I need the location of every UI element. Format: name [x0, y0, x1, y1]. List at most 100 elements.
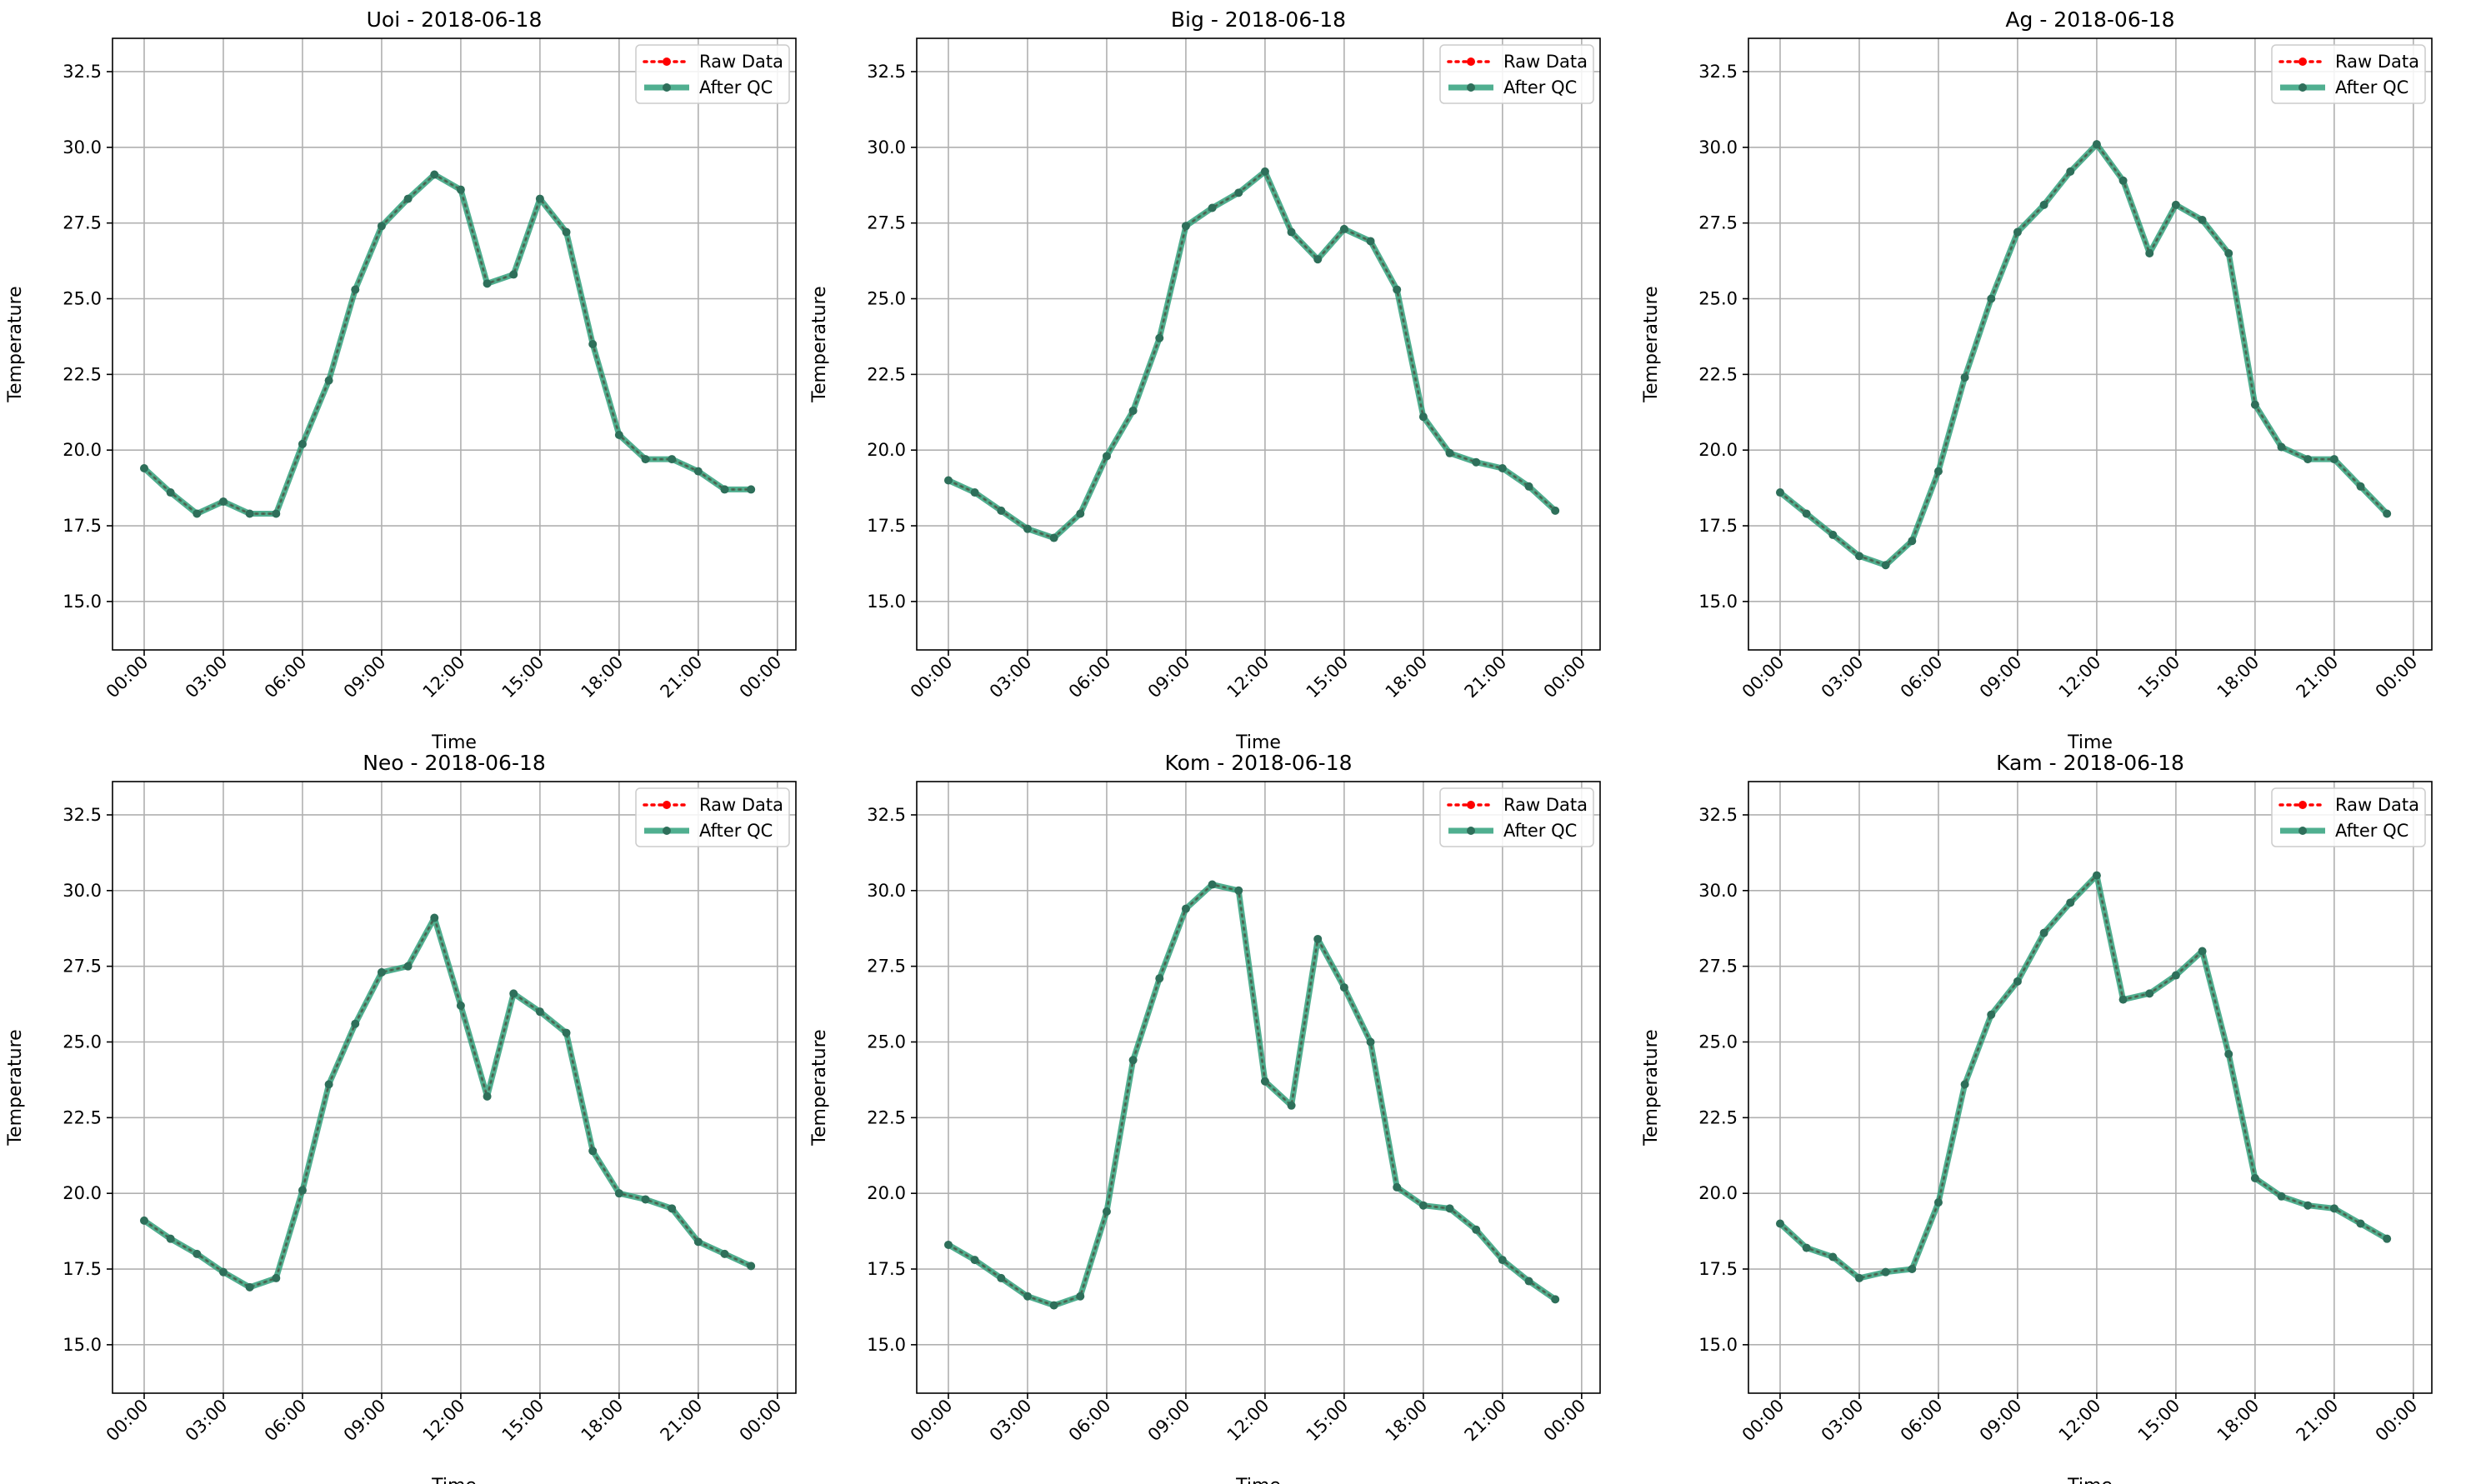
data-point-qc — [2329, 455, 2338, 464]
data-point-qc — [193, 1249, 202, 1258]
legend-marker-raw — [1467, 801, 1475, 809]
y-tick-label: 20.0 — [63, 1183, 102, 1203]
data-point-qc — [430, 913, 439, 922]
data-point-qc — [1102, 452, 1111, 461]
y-axis-label: Temperature — [5, 1029, 26, 1146]
y-tick-label: 17.5 — [1698, 516, 1738, 536]
y-tick-label: 32.5 — [867, 62, 906, 82]
y-tick-label: 27.5 — [867, 957, 906, 977]
x-tick-label: 12:00 — [1223, 1396, 1273, 1446]
x-tick-label: 00:00 — [1738, 652, 1788, 702]
y-tick-label: 25.0 — [63, 1032, 102, 1052]
data-point-qc — [2329, 1204, 2338, 1213]
data-point-qc — [1498, 1256, 1507, 1265]
y-tick-label: 22.5 — [1698, 1107, 1738, 1127]
data-point-qc — [1854, 552, 1863, 561]
data-point-qc — [2118, 995, 2128, 1004]
series-line-qc — [142, 172, 752, 517]
data-point-qc — [720, 1249, 729, 1258]
data-point-qc — [614, 431, 623, 440]
data-point-qc — [562, 1028, 571, 1037]
x-axis-label: Time — [1235, 732, 1281, 753]
data-point-qc — [2013, 227, 2022, 237]
data-point-qc — [970, 1256, 979, 1265]
x-tick-label: 03:00 — [1818, 1396, 1868, 1446]
x-tick-label: 06:00 — [1065, 1396, 1115, 1446]
series-line-raw — [1778, 142, 2388, 567]
data-point-qc — [1828, 1252, 1838, 1262]
x-tick-label: 21:00 — [2293, 652, 2343, 702]
y-tick-label: 15.0 — [867, 592, 906, 612]
legend-marker-raw — [2298, 801, 2307, 809]
y-tick-label: 22.5 — [867, 364, 906, 384]
data-point-qc — [2277, 1192, 2286, 1201]
data-point-qc — [1181, 222, 1190, 231]
data-point-qc — [2145, 248, 2154, 257]
y-tick-label: 30.0 — [1698, 881, 1738, 901]
data-point-qc — [377, 222, 386, 231]
data-point-qc — [1023, 524, 1032, 533]
data-point-qc — [693, 467, 703, 476]
x-tick-label: 06:00 — [261, 1396, 311, 1446]
y-axis-label: Temperature — [5, 286, 26, 402]
x-tick-label: 15:00 — [1303, 652, 1353, 702]
data-point-qc — [1551, 506, 1560, 515]
data-point-qc — [193, 509, 202, 518]
series-line-overlay — [1779, 873, 2388, 1280]
data-point-qc — [2066, 167, 2075, 176]
y-axis-label: Temperature — [809, 1029, 830, 1146]
x-tick-label: 15:00 — [2134, 652, 2184, 702]
data-point-qc — [1854, 1273, 1863, 1282]
data-point-qc — [2303, 1201, 2313, 1210]
y-tick-label: 32.5 — [63, 62, 102, 82]
data-point-qc — [509, 989, 518, 998]
plot-frame — [1748, 781, 2433, 1394]
data-point-qc — [1049, 1301, 1058, 1310]
data-point-qc — [2013, 977, 2022, 986]
data-point-qc — [1498, 463, 1507, 472]
y-axis-label: Temperature — [1641, 1029, 1662, 1146]
data-point-qc — [1393, 1182, 1402, 1192]
data-point-qc — [1102, 1207, 1111, 1216]
x-tick-label: 03:00 — [1818, 652, 1868, 702]
x-tick-label: 21:00 — [2293, 1396, 2343, 1446]
data-point-qc — [1987, 1010, 1996, 1019]
series-line-overlay — [143, 173, 752, 515]
x-tick-label: 18:00 — [1382, 652, 1432, 702]
y-tick-label: 30.0 — [63, 137, 102, 157]
data-point-qc — [2250, 400, 2259, 409]
data-point-qc — [562, 227, 571, 237]
data-point-qc — [1933, 467, 1943, 476]
data-point-qc — [351, 1019, 360, 1028]
data-point-qc — [1472, 457, 1481, 467]
data-point-qc — [2383, 509, 2392, 518]
y-tick-label: 22.5 — [867, 1107, 906, 1127]
series-line-qc — [947, 882, 1558, 1309]
data-point-qc — [2356, 1219, 2365, 1228]
chart-title: Big - 2018-06-18 — [1171, 7, 1346, 32]
data-point-qc — [218, 497, 228, 506]
x-tick-label: 03:00 — [986, 1396, 1036, 1446]
y-axis-label: Temperature — [1641, 286, 1662, 402]
y-tick-label: 27.5 — [63, 957, 102, 977]
data-point-qc — [2224, 248, 2233, 257]
y-tick-label: 17.5 — [63, 516, 102, 536]
x-axis-label: Time — [1235, 1476, 1281, 1484]
y-tick-label: 17.5 — [867, 1259, 906, 1279]
chart-title: Ag - 2018-06-18 — [2005, 7, 2174, 32]
data-point-qc — [1524, 482, 1533, 491]
y-tick-label: 32.5 — [867, 805, 906, 825]
data-point-qc — [2118, 176, 2128, 185]
chart-panel: 15.0 17.5 20.0 22.5 25.0 27.5 30.0 32.5 00:00 03:… — [5, 7, 797, 753]
data-point-qc — [1076, 1292, 1085, 1301]
data-point-qc — [245, 1282, 254, 1292]
data-point-qc — [1260, 1077, 1269, 1086]
data-point-qc — [1881, 561, 1890, 570]
x-tick-label: 15:00 — [1303, 1396, 1353, 1446]
data-point-qc — [298, 439, 307, 448]
x-tick-label: 15:00 — [498, 1396, 548, 1446]
legend-marker-qc — [2298, 827, 2307, 835]
x-tick-label: 12:00 — [419, 1396, 469, 1446]
x-tick-label: 00:00 — [1540, 1396, 1590, 1446]
data-point-qc — [1472, 1225, 1481, 1234]
